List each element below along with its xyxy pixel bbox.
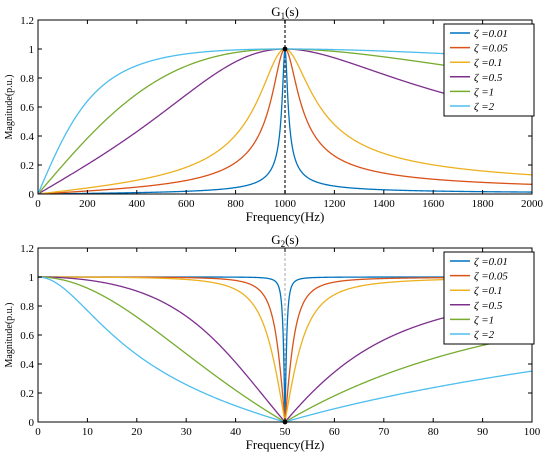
- legend-label: ζ =0.1: [474, 57, 502, 69]
- x-tick-label: 600: [178, 198, 195, 210]
- x-tick-label: 400: [129, 198, 146, 210]
- legend-label: ζ =0.1: [474, 285, 502, 297]
- legend-label: ζ =0.05: [474, 271, 508, 283]
- y-tick-label: 0.6: [20, 102, 34, 114]
- x-axis-label: Frequency(Hz): [246, 209, 325, 224]
- legend-label: ζ =0.01: [474, 28, 508, 40]
- y-tick-label: 0.8: [20, 301, 34, 313]
- x-tick-label: 10: [82, 426, 94, 438]
- x-tick-label: 1000: [274, 198, 297, 210]
- series-line-zeta-1: [38, 276, 532, 422]
- legend: ζ =0.01 ζ =0.05 ζ =0.1 ζ =0.5 ζ =1 ζ =2: [443, 251, 535, 345]
- x-tick-label: 800: [227, 198, 244, 210]
- resonance-marker: [282, 46, 288, 52]
- x-tick-label: 80: [428, 426, 440, 438]
- x-tick-label: 40: [230, 426, 242, 438]
- x-tick-label: 70: [378, 426, 390, 438]
- x-tick-label: 0: [35, 426, 41, 438]
- y-tick-label: 0.8: [20, 73, 34, 85]
- legend-label: ζ =2: [474, 329, 495, 341]
- chart-title: G2(s): [271, 232, 299, 249]
- y-tick-label: 1.2: [20, 15, 34, 27]
- legend-label: ζ =2: [474, 101, 495, 113]
- y-tick-label: 0: [29, 189, 35, 201]
- legend-label: ζ =0.05: [474, 43, 508, 55]
- y-tick-label: 0.2: [20, 160, 34, 172]
- x-tick-label: 90: [477, 426, 489, 438]
- chart-title: G1(s): [271, 4, 299, 21]
- series-line-zeta-2: [38, 276, 532, 422]
- x-tick-label: 2000: [521, 198, 544, 210]
- x-tick-label: 20: [131, 426, 143, 438]
- chart-2: 0 10 20 30 40 50 60 70 80 90 100 0 0.2 0.4 0.6 0.8 1 1.2 G…: [4, 232, 541, 452]
- y-tick-label: 0.6: [20, 330, 34, 342]
- x-axis-label: Frequency(Hz): [246, 437, 325, 452]
- x-tick-label: 1400: [373, 198, 396, 210]
- x-tick-label: 200: [79, 198, 96, 210]
- y-tick-label: 1.2: [20, 243, 34, 255]
- x-tick-label: 60: [329, 426, 341, 438]
- x-tick-label: 1200: [323, 198, 346, 210]
- y-tick-label: 0.4: [20, 359, 34, 371]
- y-tick-label: 0.4: [20, 131, 34, 143]
- x-tick-label: 50: [280, 426, 292, 438]
- x-tick-label: 0: [35, 198, 41, 210]
- legend-label: ζ =0.5: [474, 72, 503, 84]
- legend-label: ζ =0.01: [474, 256, 508, 268]
- legend-label: ζ =0.5: [474, 300, 503, 312]
- y-axis-label: Magnitude(p.u.): [4, 303, 15, 368]
- y-tick-label: 0.2: [20, 388, 34, 400]
- legend-label: ζ =1: [474, 86, 494, 98]
- y-tick-label: 0: [29, 417, 35, 429]
- legend-label: ζ =1: [474, 314, 494, 326]
- y-tick-label: 1: [29, 44, 35, 56]
- legend: ζ =0.01 ζ =0.05 ζ =0.1 ζ =0.5 ζ =1 ζ =2: [443, 23, 535, 117]
- chart-1: 0 200 400 600 800 1000 1200 1400 1600 1800 2000 0 0.…: [4, 4, 544, 224]
- y-axis-label: Magnitude(p.u.): [4, 75, 15, 140]
- x-tick-label: 1600: [422, 198, 445, 210]
- x-tick-label: 100: [524, 426, 541, 438]
- x-tick-label: 1800: [472, 198, 495, 210]
- x-tick-label: 30: [181, 426, 193, 438]
- y-tick-label: 1: [29, 272, 35, 284]
